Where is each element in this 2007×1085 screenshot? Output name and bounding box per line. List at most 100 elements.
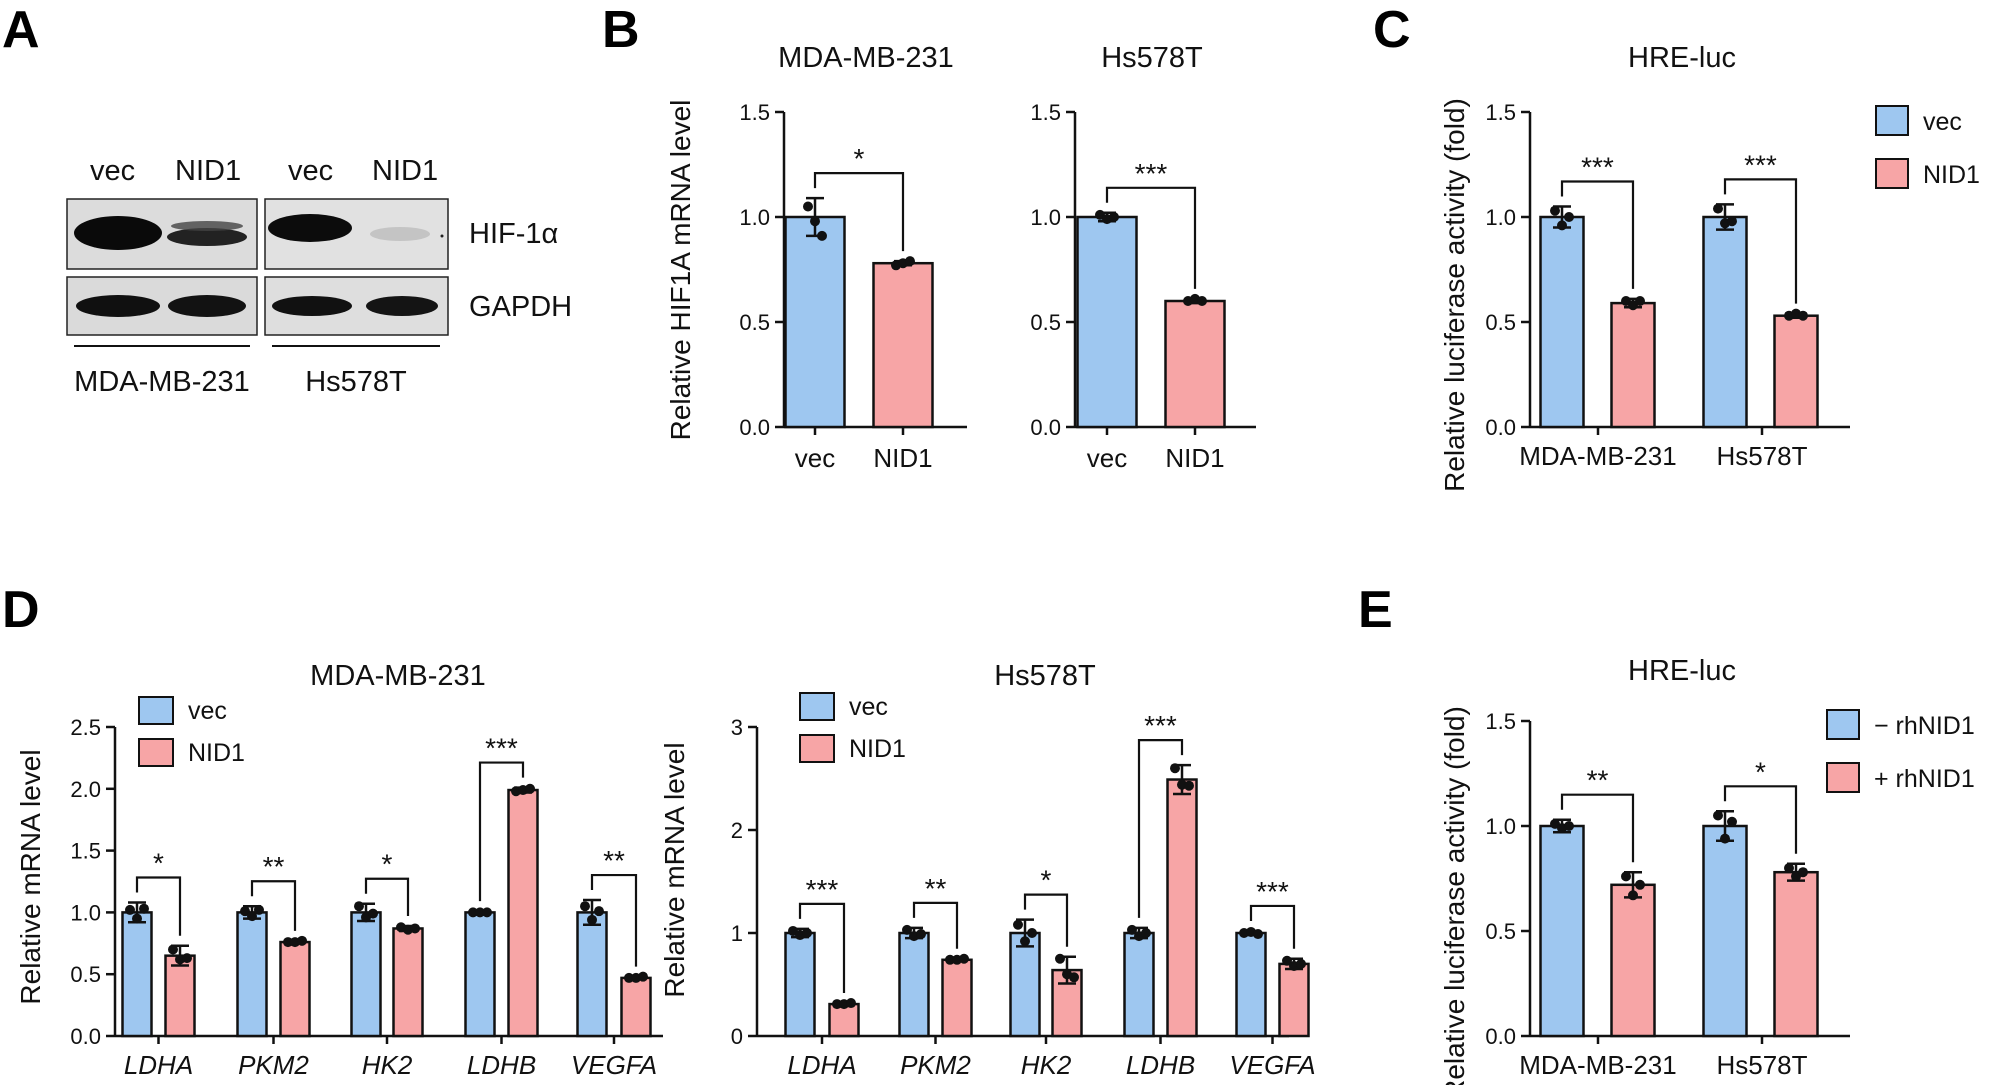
- wb-band-hif-hs-vec: [268, 214, 352, 242]
- significance-bracket: [1723, 178, 1798, 304]
- significance-label: ***: [1744, 149, 1777, 180]
- wb-band-hif-hs-nid1: [370, 227, 430, 241]
- significance-label: ***: [806, 874, 839, 905]
- y-tick-label: 2.0: [70, 777, 101, 802]
- bar: [1076, 215, 1138, 429]
- bar: [576, 911, 608, 1038]
- chart-title: Hs578T: [1101, 42, 1203, 74]
- significance-bracket: [364, 877, 410, 916]
- legend-swatch: [1875, 158, 1909, 189]
- data-point: [410, 923, 420, 934]
- x-tick-label: LDHB: [467, 1050, 536, 1080]
- wb-lane-label-1: vec: [90, 155, 135, 187]
- data-point: [817, 230, 827, 241]
- wb-band-hif-mda-nid1-upper: [171, 221, 243, 231]
- data-point: [638, 971, 648, 982]
- bar: [507, 788, 539, 1038]
- data-point: [1628, 890, 1638, 901]
- data-point: [1296, 958, 1306, 969]
- y-tick-label: 0.5: [1485, 919, 1516, 944]
- significance-label: **: [925, 873, 947, 904]
- data-point: [1055, 953, 1065, 964]
- significance-label: *: [1041, 865, 1052, 896]
- bar: [1539, 215, 1585, 429]
- charts-layer: MDA-MB-231 Relative HIF1A mRNA level 0.0 0.…: [15, 42, 1980, 1085]
- significance-bracket: [798, 902, 846, 994]
- chart-e: HRE-luc Relative luciferase activity (fol…: [1439, 655, 1975, 1085]
- wb-protein-label-gapdh: GAPDH: [469, 291, 572, 323]
- bar: [1235, 931, 1267, 1038]
- legend-label: NID1: [188, 739, 245, 767]
- data-point: [1127, 924, 1137, 935]
- data-point: [1798, 310, 1808, 321]
- chart-b1: MDA-MB-231 Relative HIF1A mRNA level 0.0 0.…: [665, 42, 967, 473]
- x-tick-label: HK2: [1021, 1050, 1072, 1080]
- panel-letter-c: C: [1373, 1, 1411, 59]
- data-point: [368, 908, 378, 919]
- data-point: [1635, 296, 1645, 306]
- wb-speck: [440, 234, 444, 238]
- x-tick-label: Hs578T: [1716, 441, 1807, 471]
- data-point: [803, 201, 813, 212]
- western-blot: vec NID1 vec NID1 HIF-1α GAPDH MDA-MB-23…: [66, 155, 572, 398]
- legend-swatch: [138, 738, 174, 767]
- panel-letter-e: E: [1358, 581, 1393, 639]
- bar: [898, 931, 930, 1038]
- significance-label: ***: [1581, 152, 1614, 183]
- bar: [620, 976, 652, 1038]
- data-point: [810, 216, 820, 227]
- y-tick-label: 2: [731, 818, 743, 843]
- significance-bracket: [478, 761, 525, 902]
- data-point: [1027, 928, 1037, 938]
- data-point: [945, 954, 955, 965]
- wb-band-gapdh-hs-vec: [272, 296, 352, 316]
- wb-cell-line-mda: MDA-MB-231: [74, 366, 250, 398]
- legend-swatch: [799, 734, 835, 763]
- legend-label: vec: [849, 693, 888, 721]
- bar: [1702, 824, 1748, 1038]
- significance-bracket: [1560, 180, 1635, 289]
- bar: [1610, 883, 1656, 1038]
- x-tick-label: HK2: [362, 1050, 413, 1080]
- significance-bracket: [813, 172, 905, 252]
- x-tick-label: Hs578T: [1716, 1050, 1807, 1080]
- x-tick-label: NID1: [1165, 443, 1224, 473]
- wb-lane-label-2: NID1: [175, 155, 241, 187]
- significance-bracket: [1105, 186, 1197, 289]
- data-point: [902, 924, 912, 935]
- data-point: [1550, 205, 1560, 216]
- panel-letter-b: B: [602, 1, 640, 59]
- y-tick-label: 0.5: [739, 310, 770, 335]
- y-tick-label: 0.0: [1485, 1024, 1516, 1049]
- y-tick-label: 1.0: [1485, 814, 1516, 839]
- x-tick-label: LDHA: [124, 1050, 193, 1080]
- significance-bracket: [912, 901, 959, 949]
- y-tick-label: 1.5: [1030, 100, 1061, 125]
- y-tick-label: 0.0: [1485, 415, 1516, 440]
- x-tick-label: LDHA: [787, 1050, 856, 1080]
- data-point: [247, 911, 257, 922]
- data-point: [916, 929, 926, 940]
- chart-title: HRE-luc: [1628, 42, 1736, 74]
- significance-label: ***: [485, 733, 518, 764]
- bar: [236, 911, 268, 1038]
- y-tick-label: 0.5: [70, 962, 101, 987]
- data-point: [125, 904, 135, 915]
- y-tick-label: 1.5: [1485, 709, 1516, 734]
- y-axis-label: Relative luciferase activity (fold): [1439, 706, 1470, 1085]
- bar: [1123, 931, 1155, 1038]
- legend-swatch: [138, 696, 174, 725]
- data-point: [580, 901, 590, 912]
- data-point: [1564, 821, 1574, 831]
- y-tick-label: 1.0: [70, 900, 101, 925]
- data-point: [802, 928, 812, 938]
- wb-cell-line-hs: Hs578T: [305, 366, 407, 398]
- chart-b2: Hs578T 0.0 0.5 1.0 1.5 vec NID1 ***: [1030, 42, 1256, 473]
- significance-bracket: [1723, 785, 1798, 854]
- significance-bracket: [135, 876, 182, 936]
- bar: [1610, 301, 1656, 429]
- bar: [1164, 299, 1226, 429]
- bar: [1702, 215, 1748, 429]
- data-point: [846, 998, 856, 1009]
